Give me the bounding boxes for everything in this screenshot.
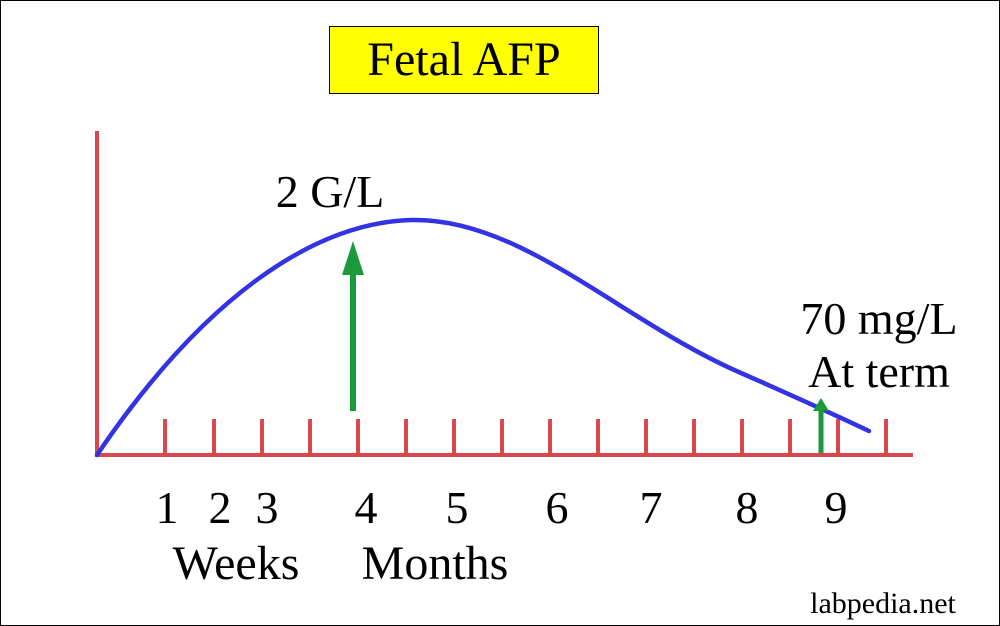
week-label: 3 [256, 482, 279, 533]
month-label: 6 [546, 482, 569, 533]
x-axis-ticks [163, 419, 888, 455]
month-label: 7 [640, 482, 663, 533]
page-title: Fetal AFP [367, 33, 561, 86]
week-label: 1 [156, 482, 179, 533]
term-label-line2: At term [808, 346, 950, 397]
week-label: 2 [209, 482, 232, 533]
peak-arrow [342, 241, 364, 411]
afp-curve [94, 217, 872, 458]
peak-label: 2 G/L [276, 166, 385, 217]
month-label: 9 [825, 482, 848, 533]
term-arrow [813, 398, 829, 453]
watermark: labpedia.net [810, 587, 956, 620]
month-label: 5 [446, 482, 469, 533]
month-label: 4 [355, 482, 378, 533]
weeks-caption: Weeks [173, 537, 300, 590]
month-label: 8 [736, 482, 759, 533]
title-box: Fetal AFP [329, 26, 599, 94]
term-label-line1: 70 mg/L [800, 293, 957, 344]
months-caption: Months [362, 537, 509, 590]
